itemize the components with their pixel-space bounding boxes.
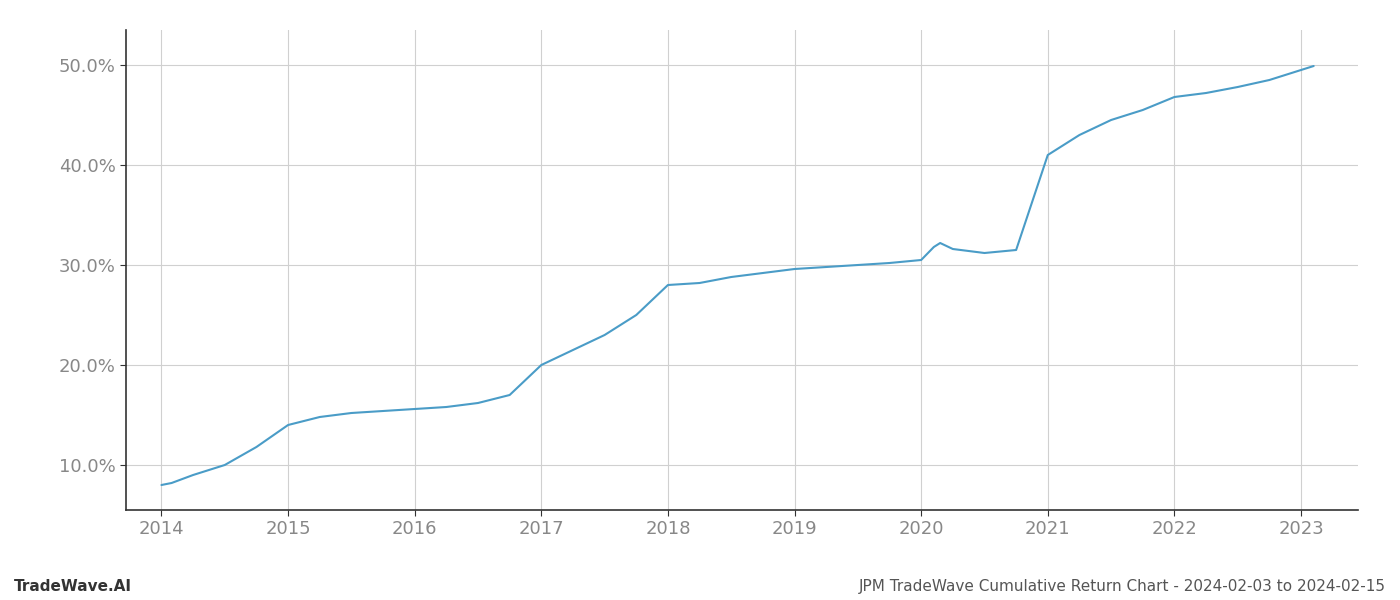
Text: JPM TradeWave Cumulative Return Chart - 2024-02-03 to 2024-02-15: JPM TradeWave Cumulative Return Chart - …	[860, 579, 1386, 594]
Text: TradeWave.AI: TradeWave.AI	[14, 579, 132, 594]
